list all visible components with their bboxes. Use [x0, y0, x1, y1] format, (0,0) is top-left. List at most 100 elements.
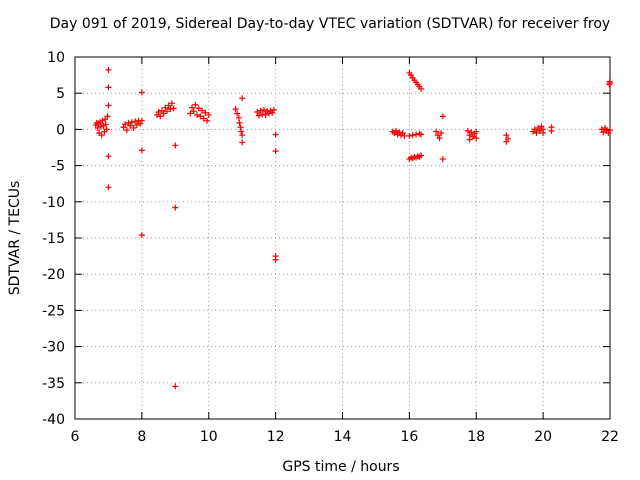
data-points	[92, 67, 613, 390]
data-point	[270, 106, 277, 113]
data-point	[272, 131, 279, 138]
data-point	[130, 124, 137, 131]
data-point	[262, 111, 269, 118]
data-point	[172, 383, 179, 390]
data-point	[103, 126, 110, 133]
data-point	[536, 127, 543, 134]
data-point	[132, 118, 139, 125]
data-point	[138, 232, 145, 239]
data-point	[548, 127, 555, 134]
data-point	[413, 131, 420, 138]
data-point	[232, 106, 239, 113]
data-point	[235, 114, 242, 121]
y-tick-label: -35	[42, 376, 65, 392]
data-point	[257, 107, 264, 114]
x-tick-label: 22	[601, 429, 619, 445]
data-point	[401, 132, 408, 139]
y-tick-label: -25	[42, 303, 65, 319]
data-point	[155, 109, 162, 116]
data-point	[393, 127, 399, 134]
data-point	[439, 156, 446, 163]
data-point	[406, 132, 413, 139]
data-point	[105, 84, 112, 91]
data-point	[194, 111, 201, 118]
data-point	[468, 129, 475, 136]
y-tick-label: -15	[42, 231, 65, 247]
data-point	[163, 108, 170, 115]
data-point	[531, 126, 538, 133]
data-point	[187, 110, 194, 117]
data-point	[105, 184, 112, 191]
data-point	[195, 105, 202, 112]
data-point	[105, 102, 112, 109]
data-point	[197, 113, 204, 120]
data-point	[418, 131, 425, 138]
y-tick-label: -40	[42, 412, 65, 428]
y-tick-label: 5	[56, 86, 65, 102]
data-point	[205, 111, 212, 118]
data-point	[436, 135, 443, 142]
x-tick-label: 8	[137, 429, 146, 445]
data-point	[162, 104, 169, 111]
y-tick-label: -30	[42, 340, 65, 356]
y-tick-label: -20	[42, 267, 65, 283]
data-point	[190, 108, 197, 115]
data-point	[167, 106, 174, 113]
data-point	[540, 130, 547, 137]
data-point	[409, 132, 416, 139]
data-point	[239, 139, 246, 146]
data-point	[122, 121, 129, 128]
data-point	[533, 130, 540, 137]
data-point	[607, 80, 613, 87]
data-point	[505, 135, 512, 142]
x-tick-label: 10	[200, 429, 218, 445]
data-point	[192, 101, 199, 108]
data-point	[157, 113, 164, 120]
data-point	[466, 136, 473, 143]
data-point	[200, 115, 207, 122]
data-point	[600, 129, 607, 136]
data-point	[237, 124, 244, 131]
data-point	[464, 127, 471, 134]
data-point	[98, 132, 105, 139]
data-point	[172, 142, 179, 149]
grid	[75, 57, 610, 419]
data-point	[503, 132, 510, 139]
data-point	[127, 122, 134, 129]
data-point	[418, 85, 425, 92]
data-point	[160, 110, 167, 117]
y-axis-title: SDTVAR / TECUs	[7, 181, 23, 296]
x-tick-label: 12	[267, 429, 285, 445]
data-point	[138, 89, 145, 96]
data-point	[123, 127, 130, 134]
data-point	[168, 100, 175, 107]
x-tick-label: 20	[534, 429, 552, 445]
data-point	[239, 95, 246, 102]
data-point	[272, 148, 279, 155]
data-point	[439, 113, 446, 120]
data-point	[165, 102, 172, 109]
data-point	[94, 124, 101, 131]
x-tick-label: 18	[467, 429, 485, 445]
y-tick-label: -10	[42, 195, 65, 211]
data-point	[254, 109, 261, 116]
data-point	[105, 153, 112, 160]
data-point	[260, 106, 267, 113]
data-point	[239, 132, 246, 139]
data-point	[170, 105, 177, 112]
x-axis-title: GPS time / hours	[282, 459, 399, 475]
data-point	[172, 204, 179, 211]
data-point	[199, 107, 206, 114]
data-point	[255, 112, 262, 119]
data-point	[234, 110, 241, 117]
data-point	[138, 117, 145, 124]
data-point	[204, 117, 211, 124]
axis-ticks: 6 8 10 12 14 16 18 20 22 -40 -35 -30 -25 -20 -15 -10 -5 0…	[42, 50, 619, 445]
x-tick-label: 6	[71, 429, 80, 445]
x-tick-label: 16	[400, 429, 418, 445]
y-tick-label: 0	[56, 122, 65, 138]
y-tick-label: 10	[47, 50, 65, 66]
data-point	[128, 119, 135, 126]
data-point	[236, 119, 243, 126]
data-point	[473, 135, 480, 142]
